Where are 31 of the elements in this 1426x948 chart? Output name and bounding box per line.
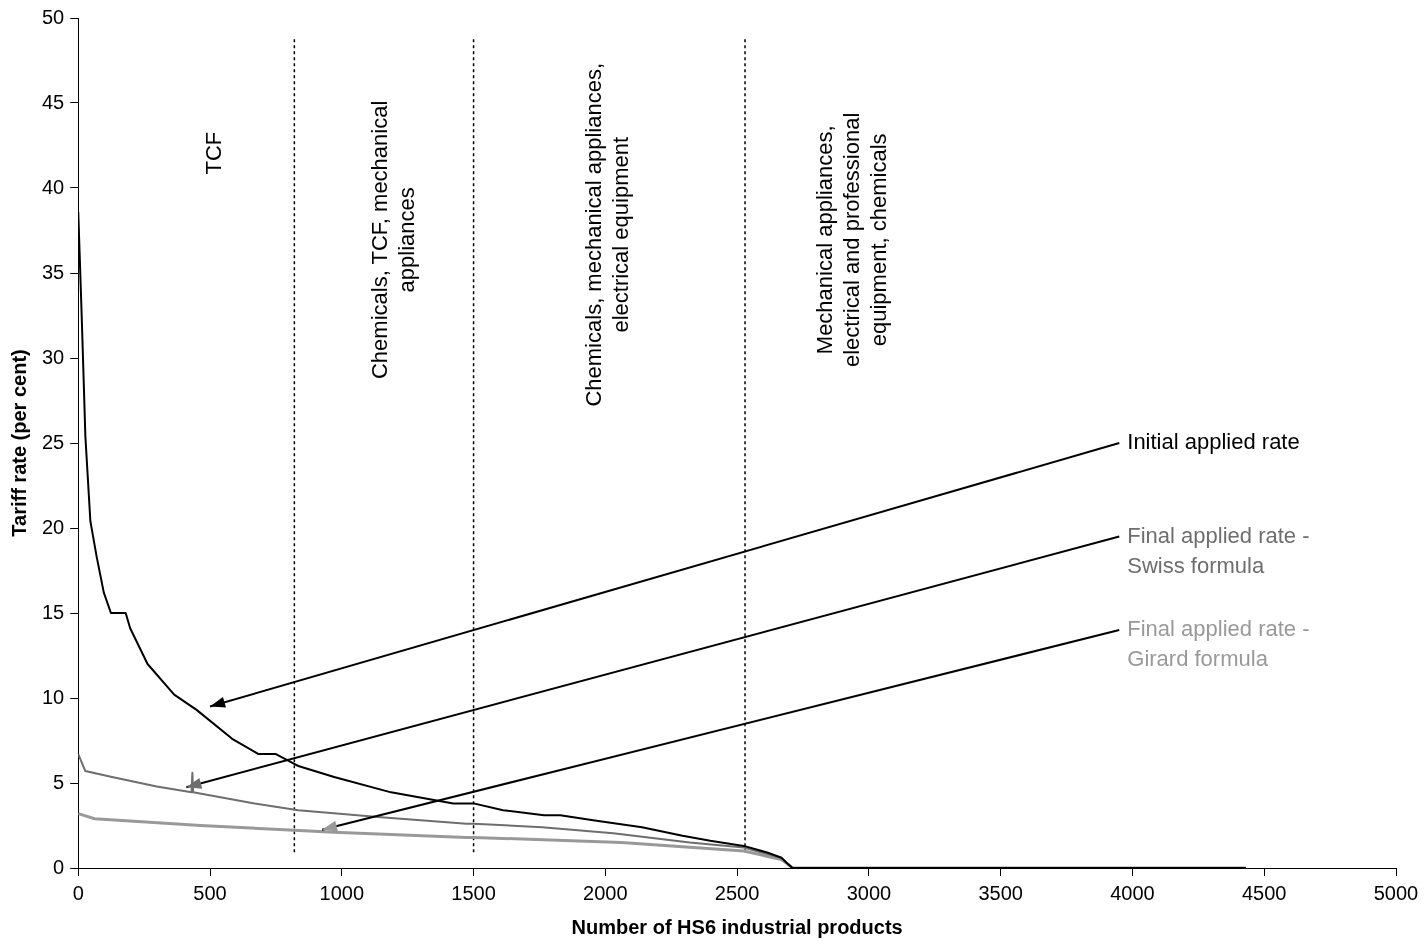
y-tick-label: 5 <box>53 770 65 793</box>
x-tick-label: 4500 <box>1241 881 1287 904</box>
x-tick-label: 3000 <box>846 881 892 904</box>
x-tick-label: 2500 <box>714 881 760 904</box>
y-tick-label: 0 <box>53 855 65 878</box>
text: Initial applied rate <box>1127 429 1300 455</box>
y-tick-label: 15 <box>42 600 65 623</box>
text: Final applied rate - Swiss formula <box>1127 522 1310 578</box>
annotation: Chemicals, TCF, mechanical appliances <box>367 100 420 380</box>
x-tick-label: 500 <box>193 881 227 904</box>
y-axis-title: Tariff rate (per cent) <box>7 349 30 537</box>
y-tick-label: 45 <box>42 90 65 113</box>
x-axis-title: Number of HS6 industrial products <box>571 915 903 938</box>
y-tick-label: 50 <box>42 5 65 28</box>
x-tick-label: 2000 <box>583 881 628 904</box>
x-tick-label: 3500 <box>978 881 1023 904</box>
y-tick-label: 40 <box>42 175 65 198</box>
annotation: Mechanical appliances, electrical and professional equipment, chemicals <box>812 112 892 368</box>
annotation: Chemicals, mechanical appliances, electrical equipment <box>580 62 633 407</box>
x-tick-label: 4000 <box>1110 881 1155 904</box>
x-tick-label: 1500 <box>451 881 496 904</box>
annotation: TCF <box>201 131 227 175</box>
text: Final applied rate - Girard formula <box>1127 616 1310 672</box>
y-tick-label: 30 <box>42 345 65 368</box>
y-tick-label: 10 <box>42 685 65 708</box>
y-tick-label: 25 <box>42 430 65 453</box>
y-tick-label: 20 <box>42 515 65 538</box>
x-tick-label: 5000 <box>1373 881 1419 904</box>
x-tick-label: 1000 <box>319 881 365 904</box>
y-tick-label: 35 <box>42 260 65 283</box>
x-tick-label: 0 <box>72 881 84 904</box>
